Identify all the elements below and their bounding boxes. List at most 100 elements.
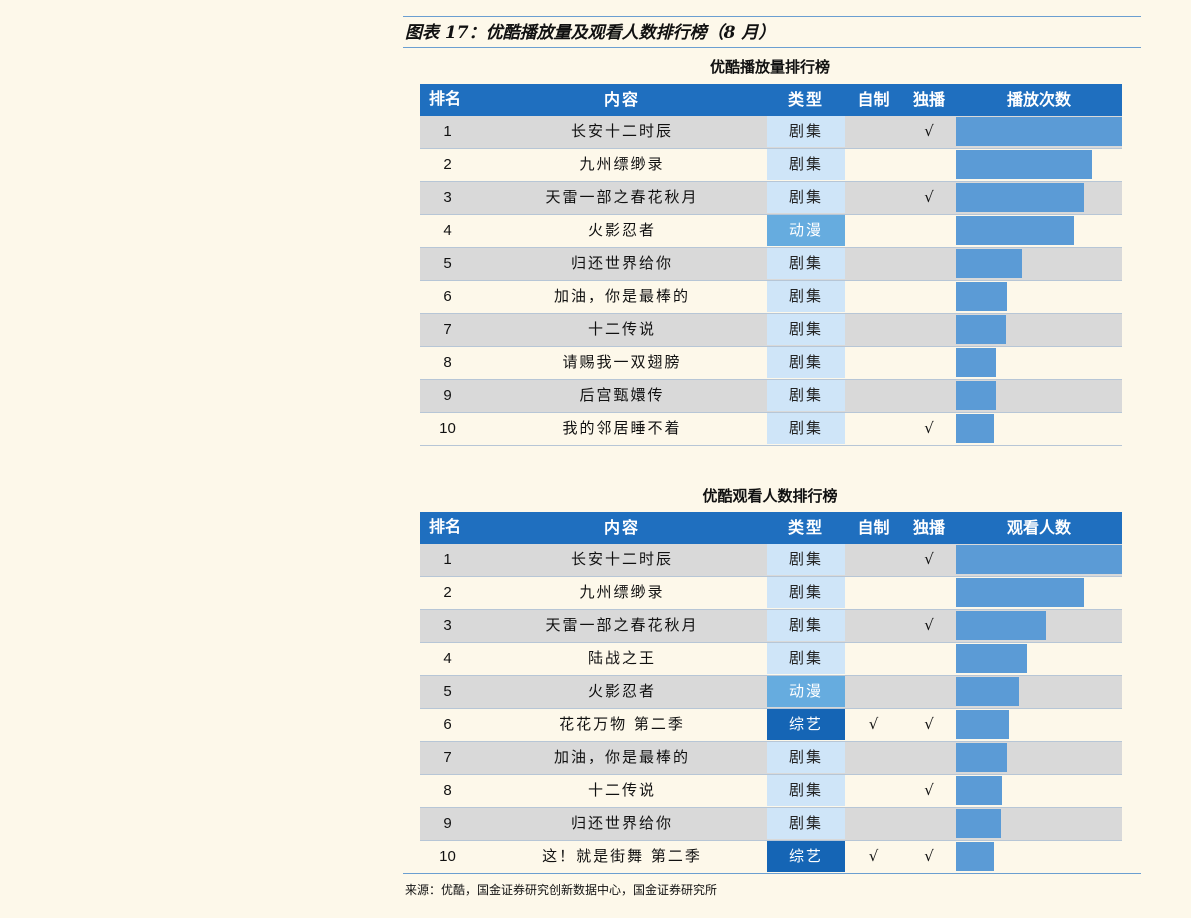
table-row: 3 天雷一部之春花秋月 剧集 √ [420, 610, 1122, 643]
metric-bar [956, 842, 994, 871]
exclusive-cell: √ [924, 616, 934, 634]
exclusive-cell: √ [924, 122, 934, 140]
bar-cell [956, 643, 1122, 674]
bar-cell [956, 577, 1122, 608]
bar-cell [956, 314, 1122, 345]
table-row: 4 陆战之王 剧集 [420, 643, 1122, 676]
bar-cell [956, 413, 1122, 444]
table-row: 2 九州缥缈录 剧集 [420, 149, 1122, 182]
table-title-plays: 优酷播放量排行榜 [709, 58, 830, 76]
bar-cell [956, 841, 1122, 872]
self-made-cell [845, 775, 902, 806]
top-rule [403, 16, 1141, 17]
rank-cell: 7 [443, 321, 452, 338]
rank-cell: 4 [443, 222, 452, 239]
exclusive-cell [902, 347, 956, 378]
type-cell: 动漫 [767, 676, 845, 707]
row-divider [420, 774, 1122, 775]
type-cell: 剧集 [767, 610, 845, 641]
self-made-cell: √ [868, 715, 879, 733]
table-row: 9 后宫甄嬛传 剧集 [420, 380, 1122, 413]
metric-bar [956, 183, 1084, 212]
row-divider [420, 675, 1122, 676]
exclusive-cell [902, 248, 956, 279]
exclusive-cell [902, 215, 956, 246]
table-row: 3 天雷一部之春花秋月 剧集 √ [420, 182, 1122, 215]
bar-cell [956, 808, 1122, 839]
row-divider [420, 379, 1122, 380]
exclusive-cell [902, 643, 956, 674]
metric-bar [956, 348, 996, 377]
exclusive-cell [902, 577, 956, 608]
self-made-cell [845, 808, 902, 839]
content-cell: 后宫甄嬛传 [579, 386, 665, 404]
self-made-cell [845, 676, 902, 707]
metric-bar [956, 710, 1009, 739]
rank-cell: 3 [443, 189, 452, 206]
header-rank: 排名 [428, 519, 461, 536]
rank-cell: 8 [443, 354, 452, 371]
self-made-cell [845, 347, 902, 378]
metric-bar [956, 249, 1022, 278]
content-cell: 归还世界给你 [570, 814, 673, 832]
bottom-rule [403, 873, 1141, 874]
metric-bar [956, 150, 1092, 179]
row-divider [420, 708, 1122, 709]
metric-bar [956, 315, 1006, 344]
row-divider [420, 148, 1122, 149]
header-exclusive: 独播 [912, 518, 945, 537]
type-cell: 剧集 [767, 577, 845, 608]
header-content: 内容 [603, 90, 640, 109]
header-self-made: 自制 [857, 90, 890, 109]
rank-cell: 2 [443, 156, 452, 173]
bar-cell [956, 544, 1122, 575]
table-title-viewers: 优酷观看人数排行榜 [702, 487, 838, 505]
content-cell: 火影忍者 [587, 682, 656, 700]
type-cell: 剧集 [767, 182, 845, 213]
row-divider [420, 214, 1122, 215]
row-divider [420, 280, 1122, 281]
exclusive-cell: √ [924, 419, 934, 437]
type-cell: 剧集 [767, 248, 845, 279]
self-made-cell [845, 215, 902, 246]
content-cell: 加油，你是最棒的 [553, 748, 690, 766]
exclusive-cell [902, 808, 956, 839]
content-cell: 这！就是街舞 第二季 [542, 847, 702, 865]
rank-cell: 6 [443, 716, 452, 733]
table-header: 排名 内容 类型 自制 独播 播放次数 [420, 84, 1122, 116]
table-row: 6 加油，你是最棒的 剧集 [420, 281, 1122, 314]
self-made-cell: √ [868, 847, 879, 865]
type-cell: 剧集 [767, 742, 845, 773]
row-divider [420, 642, 1122, 643]
content-cell: 十二传说 [587, 320, 656, 338]
bar-cell [956, 248, 1122, 279]
bar-cell [956, 380, 1122, 411]
bar-cell [956, 215, 1122, 246]
table-row: 4 火影忍者 动漫 [420, 215, 1122, 248]
bar-cell [956, 182, 1122, 213]
header-type: 类型 [787, 518, 824, 537]
type-cell: 剧集 [767, 347, 845, 378]
metric-bar [956, 414, 994, 443]
bar-cell [956, 676, 1122, 707]
self-made-cell [845, 643, 902, 674]
rank-cell: 4 [443, 650, 452, 667]
type-cell: 剧集 [767, 544, 845, 575]
self-made-cell [845, 413, 902, 444]
table-row: 1 长安十二时辰 剧集 √ [420, 116, 1122, 149]
header-metric: 播放次数 [1006, 90, 1071, 109]
type-cell: 剧集 [767, 413, 845, 444]
bar-cell [956, 281, 1122, 312]
table-header: 排名 内容 类型 自制 独播 观看人数 [420, 512, 1122, 544]
self-made-cell [845, 281, 902, 312]
metric-bar [956, 776, 1002, 805]
content-cell: 归还世界给你 [570, 254, 673, 272]
content-cell: 火影忍者 [587, 221, 656, 239]
row-divider [420, 445, 1122, 446]
type-cell: 剧集 [767, 775, 845, 806]
header-exclusive: 独播 [912, 90, 945, 109]
rank-cell: 6 [443, 288, 452, 305]
self-made-cell [845, 577, 902, 608]
content-cell: 加油，你是最棒的 [553, 287, 690, 305]
metric-bar [956, 117, 1122, 146]
